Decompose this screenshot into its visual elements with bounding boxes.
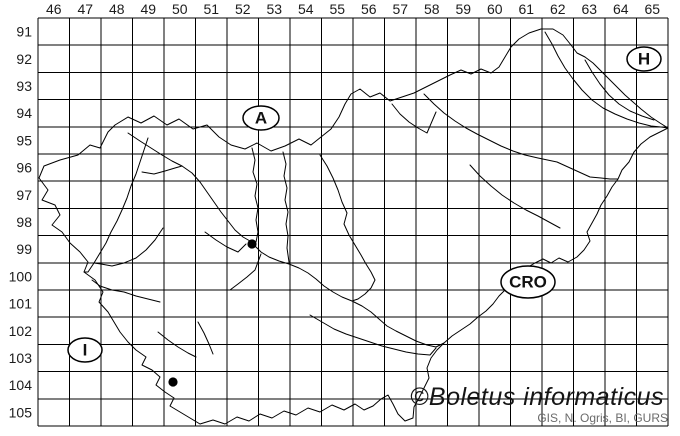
grid-layer bbox=[37, 17, 669, 427]
row-label: 98 bbox=[16, 214, 32, 230]
col-label: 64 bbox=[613, 1, 629, 17]
river-ljubljanica bbox=[229, 253, 262, 291]
row-label: 104 bbox=[9, 377, 33, 393]
col-label: 52 bbox=[235, 1, 251, 17]
col-label: 53 bbox=[266, 1, 282, 17]
river-krka bbox=[309, 314, 437, 356]
row-label: 99 bbox=[16, 241, 32, 257]
river-mura bbox=[544, 31, 669, 129]
river-dravinja bbox=[469, 164, 561, 229]
row-label: 94 bbox=[16, 105, 32, 121]
river-kamniska-bistrica bbox=[282, 151, 290, 263]
river-pivka bbox=[197, 321, 214, 355]
col-label: 47 bbox=[77, 1, 93, 17]
row-label: 96 bbox=[16, 160, 32, 176]
col-label: 50 bbox=[172, 1, 188, 17]
country-oval-croatia: CRO bbox=[500, 265, 556, 299]
row-label: 91 bbox=[16, 24, 32, 40]
col-label: 46 bbox=[46, 1, 62, 17]
country-oval-label: I bbox=[83, 341, 88, 360]
col-label: 51 bbox=[203, 1, 219, 17]
river-idrijca bbox=[93, 227, 164, 267]
col-label: 65 bbox=[644, 1, 660, 17]
river-ledava bbox=[584, 59, 655, 121]
observation-dot bbox=[168, 377, 178, 387]
watermark-text: ©Boletus informaticus bbox=[409, 383, 664, 411]
observation-dot bbox=[247, 239, 257, 249]
country-oval-label: CRO bbox=[509, 273, 547, 292]
country-oval-shape bbox=[626, 46, 662, 72]
row-label: 103 bbox=[9, 350, 33, 366]
river-sora bbox=[204, 231, 247, 253]
country-oval-label: A bbox=[255, 109, 267, 128]
col-label: 49 bbox=[140, 1, 156, 17]
axis-layer: 46 47 48 49 50 51 52 53 54 55 56 57 58 59 60 61 62 63 64 65… bbox=[9, 1, 661, 420]
row-label: 101 bbox=[9, 296, 33, 312]
col-label: 59 bbox=[455, 1, 471, 17]
river-reka bbox=[157, 331, 197, 358]
col-label: 61 bbox=[518, 1, 534, 17]
col-label: 54 bbox=[298, 1, 314, 17]
country-oval-shape bbox=[242, 105, 280, 131]
col-label: 58 bbox=[424, 1, 440, 17]
col-label: 56 bbox=[361, 1, 377, 17]
river-savinja bbox=[319, 154, 376, 302]
col-label: 48 bbox=[109, 1, 125, 17]
country-oval-hungary: H bbox=[626, 46, 662, 72]
river-kokra bbox=[251, 147, 259, 243]
river-sava bbox=[181, 165, 445, 348]
river-meza bbox=[391, 103, 437, 134]
col-label: 57 bbox=[392, 1, 408, 17]
country-oval-austria: A bbox=[242, 105, 280, 131]
col-label: 63 bbox=[581, 1, 597, 17]
row-label: 100 bbox=[9, 268, 33, 284]
river-vipava bbox=[91, 279, 161, 303]
credits-text: GIS, N. Ogris, BI, GURS bbox=[537, 411, 668, 425]
col-label: 62 bbox=[550, 1, 566, 17]
river-sava-dolinka bbox=[127, 132, 183, 167]
river-drava bbox=[423, 93, 619, 180]
country-labels-layer: A H CRO I bbox=[67, 46, 662, 363]
row-label: 92 bbox=[16, 51, 32, 67]
country-oval-italy: I bbox=[67, 337, 103, 363]
river-soca bbox=[83, 137, 149, 273]
country-oval-shape bbox=[500, 265, 556, 299]
row-label: 102 bbox=[9, 323, 33, 339]
row-label: 105 bbox=[9, 404, 33, 420]
river-sava-bohinjka bbox=[141, 165, 183, 175]
col-label: 55 bbox=[329, 1, 345, 17]
country-oval-label: H bbox=[638, 50, 650, 69]
observations-layer bbox=[168, 239, 257, 387]
col-label: 60 bbox=[487, 1, 503, 17]
country-oval-shape bbox=[67, 337, 103, 363]
row-label: 95 bbox=[16, 132, 32, 148]
row-label: 93 bbox=[16, 78, 32, 94]
row-label: 97 bbox=[16, 187, 32, 203]
